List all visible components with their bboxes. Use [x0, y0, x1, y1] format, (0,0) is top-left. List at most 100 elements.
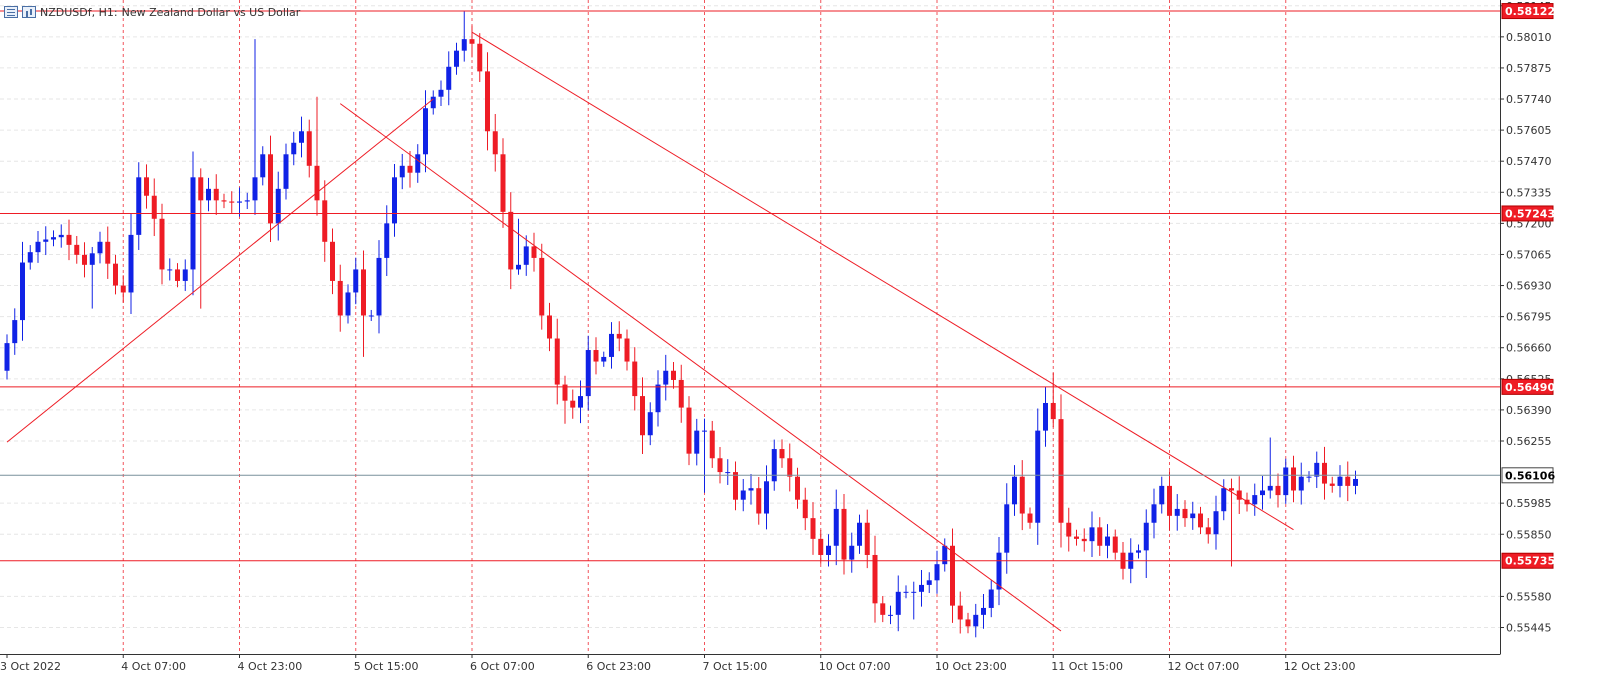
candle[interactable]: [1074, 529, 1079, 546]
candle[interactable]: [1143, 509, 1149, 579]
candle[interactable]: [554, 318, 560, 405]
candle[interactable]: [1229, 478, 1234, 567]
candle[interactable]: [477, 33, 483, 82]
candle[interactable]: [787, 443, 793, 492]
candle[interactable]: [167, 258, 173, 281]
candle[interactable]: [981, 594, 986, 629]
candle[interactable]: [1322, 446, 1327, 500]
candle[interactable]: [508, 192, 514, 290]
candle[interactable]: [275, 171, 281, 241]
candle[interactable]: [919, 570, 924, 607]
candle[interactable]: [97, 231, 103, 264]
candle[interactable]: [1035, 408, 1041, 545]
candle[interactable]: [647, 402, 653, 446]
candle[interactable]: [616, 321, 622, 352]
candle[interactable]: [1205, 518, 1211, 544]
candle[interactable]: [756, 477, 762, 525]
candle[interactable]: [1329, 476, 1335, 493]
candle[interactable]: [1151, 488, 1157, 539]
candle[interactable]: [1298, 462, 1304, 505]
candle[interactable]: [1105, 524, 1110, 559]
candle[interactable]: [66, 219, 72, 261]
candle[interactable]: [1012, 465, 1017, 516]
candle[interactable]: [237, 187, 242, 217]
candle[interactable]: [1066, 507, 1072, 552]
candle[interactable]: [880, 596, 886, 623]
candle[interactable]: [43, 226, 49, 256]
candle[interactable]: [601, 351, 607, 367]
candle[interactable]: [368, 309, 374, 322]
candle[interactable]: [190, 151, 196, 296]
candle[interactable]: [20, 241, 25, 341]
candle[interactable]: [686, 396, 692, 466]
candle[interactable]: [1159, 476, 1165, 514]
candle[interactable]: [89, 246, 95, 309]
candle[interactable]: [570, 389, 576, 419]
candle[interactable]: [1089, 511, 1095, 558]
list-icon[interactable]: [4, 6, 18, 18]
candle[interactable]: [1058, 394, 1064, 548]
candle[interactable]: [337, 264, 343, 332]
candle[interactable]: [1004, 483, 1010, 574]
candle[interactable]: [105, 226, 111, 279]
candle[interactable]: [454, 42, 459, 75]
candle[interactable]: [562, 375, 568, 424]
candle[interactable]: [942, 538, 948, 572]
candle[interactable]: [353, 257, 359, 305]
candle[interactable]: [903, 585, 909, 599]
candle[interactable]: [709, 420, 715, 468]
candle[interactable]: [779, 439, 785, 468]
candle[interactable]: [151, 178, 157, 237]
candle[interactable]: [268, 135, 273, 243]
candle[interactable]: [322, 180, 328, 262]
candle[interactable]: [206, 177, 211, 212]
candle[interactable]: [911, 581, 917, 620]
candle[interactable]: [1252, 483, 1258, 516]
candle[interactable]: [1267, 437, 1273, 499]
candle[interactable]: [849, 532, 855, 573]
candle[interactable]: [299, 116, 304, 158]
candle[interactable]: [888, 605, 893, 625]
candle[interactable]: [895, 575, 901, 632]
trend-line[interactable]: [471, 31, 1294, 531]
candle[interactable]: [872, 535, 878, 623]
candle[interactable]: [58, 224, 64, 248]
candle[interactable]: [306, 119, 312, 178]
candle[interactable]: [1213, 495, 1219, 550]
candle[interactable]: [423, 90, 428, 173]
candle[interactable]: [640, 377, 645, 455]
candle[interactable]: [415, 144, 421, 183]
candle[interactable]: [771, 439, 777, 491]
candle[interactable]: [120, 275, 126, 303]
candle[interactable]: [392, 163, 397, 237]
candle[interactable]: [128, 213, 134, 314]
candle[interactable]: [678, 364, 684, 423]
candle[interactable]: [531, 232, 537, 272]
candle[interactable]: [864, 509, 870, 569]
candle[interactable]: [1190, 501, 1196, 530]
candle[interactable]: [27, 245, 33, 270]
candle[interactable]: [717, 446, 723, 484]
candle[interactable]: [539, 243, 545, 330]
candle[interactable]: [1043, 386, 1048, 447]
candle[interactable]: [609, 322, 614, 369]
candle[interactable]: [136, 162, 142, 250]
candle[interactable]: [593, 337, 599, 375]
candle[interactable]: [1353, 470, 1358, 495]
candle[interactable]: [12, 308, 18, 355]
candle[interactable]: [314, 96, 320, 216]
candle[interactable]: [655, 370, 661, 427]
candle[interactable]: [430, 90, 436, 115]
candle[interactable]: [663, 354, 669, 401]
candle[interactable]: [833, 489, 839, 566]
candle[interactable]: [82, 242, 87, 278]
candle[interactable]: [740, 478, 746, 512]
candle[interactable]: [585, 335, 591, 411]
candle[interactable]: [399, 153, 405, 190]
candle[interactable]: [857, 514, 862, 554]
candle[interactable]: [500, 138, 506, 228]
candle[interactable]: [159, 203, 165, 285]
candle[interactable]: [818, 529, 824, 564]
candle[interactable]: [113, 254, 118, 295]
